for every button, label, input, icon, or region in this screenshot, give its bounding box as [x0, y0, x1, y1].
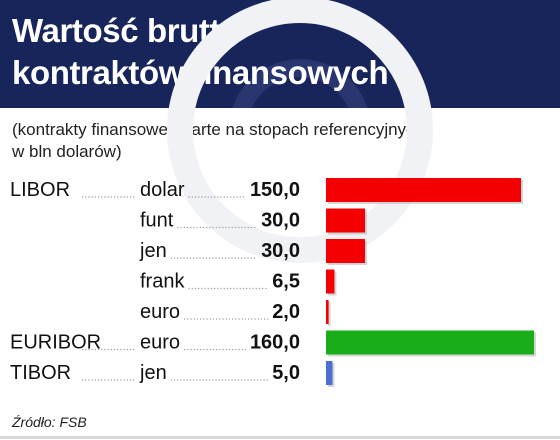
source-note: Źródło: FSB [12, 414, 87, 430]
currency-label: euro [140, 301, 180, 323]
bar [326, 178, 521, 202]
currency-label: frank [140, 271, 185, 293]
bar [326, 330, 534, 355]
bar [326, 269, 335, 294]
bar [326, 300, 329, 324]
bar-chart: LIBOR dolar 150,0 funt 30,0 jen 30,0 frank 6,5 eu… [10, 0, 536, 387]
group-label: LIBOR [10, 179, 70, 201]
currency-label: jen [139, 240, 167, 262]
currency-label: jen [139, 362, 167, 384]
value-label: 2,0 [272, 301, 300, 323]
chart-subtitle-line-1: (kontrakty finansowe oparte na stopach r… [12, 120, 425, 139]
chart-rows: LIBOR dolar 150,0 funt 30,0 jen 30,0 frank 6,5 eu… [10, 178, 536, 387]
value-label: 30,0 [261, 240, 300, 262]
value-label: 5,0 [272, 362, 300, 384]
logo-watermark-ring [167, 0, 433, 263]
bottom-divider [0, 436, 560, 439]
value-label: 6,5 [272, 271, 300, 293]
currency-label: funt [140, 210, 174, 232]
value-label: 150,0 [250, 179, 300, 201]
value-label: 160,0 [250, 332, 300, 354]
value-label: 30,0 [261, 210, 300, 232]
group-label: EURIBOR [10, 332, 101, 354]
currency-label: euro [140, 332, 180, 354]
bar [326, 239, 365, 263]
group-label: TIBOR [10, 362, 71, 384]
chart-subtitle: (kontrakty finansowe oparte na stopach r… [12, 119, 542, 163]
bar [326, 208, 365, 233]
currency-label: dolar [140, 179, 185, 201]
bar-shadow [328, 302, 331, 326]
bar [326, 361, 333, 385]
chart-subtitle-line-2: w bln dolarów) [12, 142, 122, 161]
